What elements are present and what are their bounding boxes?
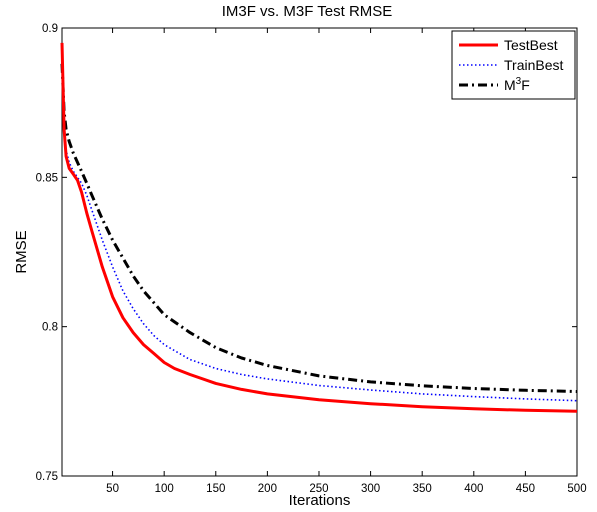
x-axis-label: Iterations [289, 492, 351, 509]
x-tick-label: 450 [516, 483, 535, 495]
x-tick-label: 50 [106, 483, 119, 495]
y-axis-label: RMSE [13, 230, 30, 273]
legend-label-trainbest: TrainBest [504, 57, 564, 73]
plot-area: 50 100 150 200 250 300 350 400 450 500 0.75 0.8 0.85… [36, 23, 587, 495]
chart-title: IM3F vs. M3F Test RMSE [222, 3, 393, 20]
legend: TestBest TrainBest M3F [451, 30, 576, 100]
y-tick-label: 0.75 [36, 471, 58, 483]
series-line-trainbest [61, 48, 578, 402]
y-tick-label: 0.85 [36, 172, 58, 184]
legend-label-testbest: TestBest [504, 37, 558, 53]
y-tick-label: 0.8 [42, 322, 58, 334]
x-tick-label: 300 [361, 483, 380, 495]
x-tick-label: 500 [567, 483, 586, 495]
y-tick-label: 0.9 [42, 23, 58, 35]
x-tick-label: 150 [206, 483, 225, 495]
series-layer [60, 42, 578, 413]
plot-frame [61, 27, 578, 477]
x-tick-label: 400 [464, 483, 483, 495]
x-tick-label: 250 [309, 483, 328, 495]
series-line-testbest [60, 42, 578, 413]
x-tick-label: 200 [258, 483, 277, 495]
series-line-m3f [60, 63, 578, 393]
x-tick-label: 350 [413, 483, 432, 495]
ticks-layer: 50 100 150 200 250 300 350 400 450 500 0.75 0.8 0.85… [36, 23, 587, 495]
legend-label-m3f: M3F [504, 76, 530, 93]
x-tick-label: 100 [155, 483, 174, 495]
